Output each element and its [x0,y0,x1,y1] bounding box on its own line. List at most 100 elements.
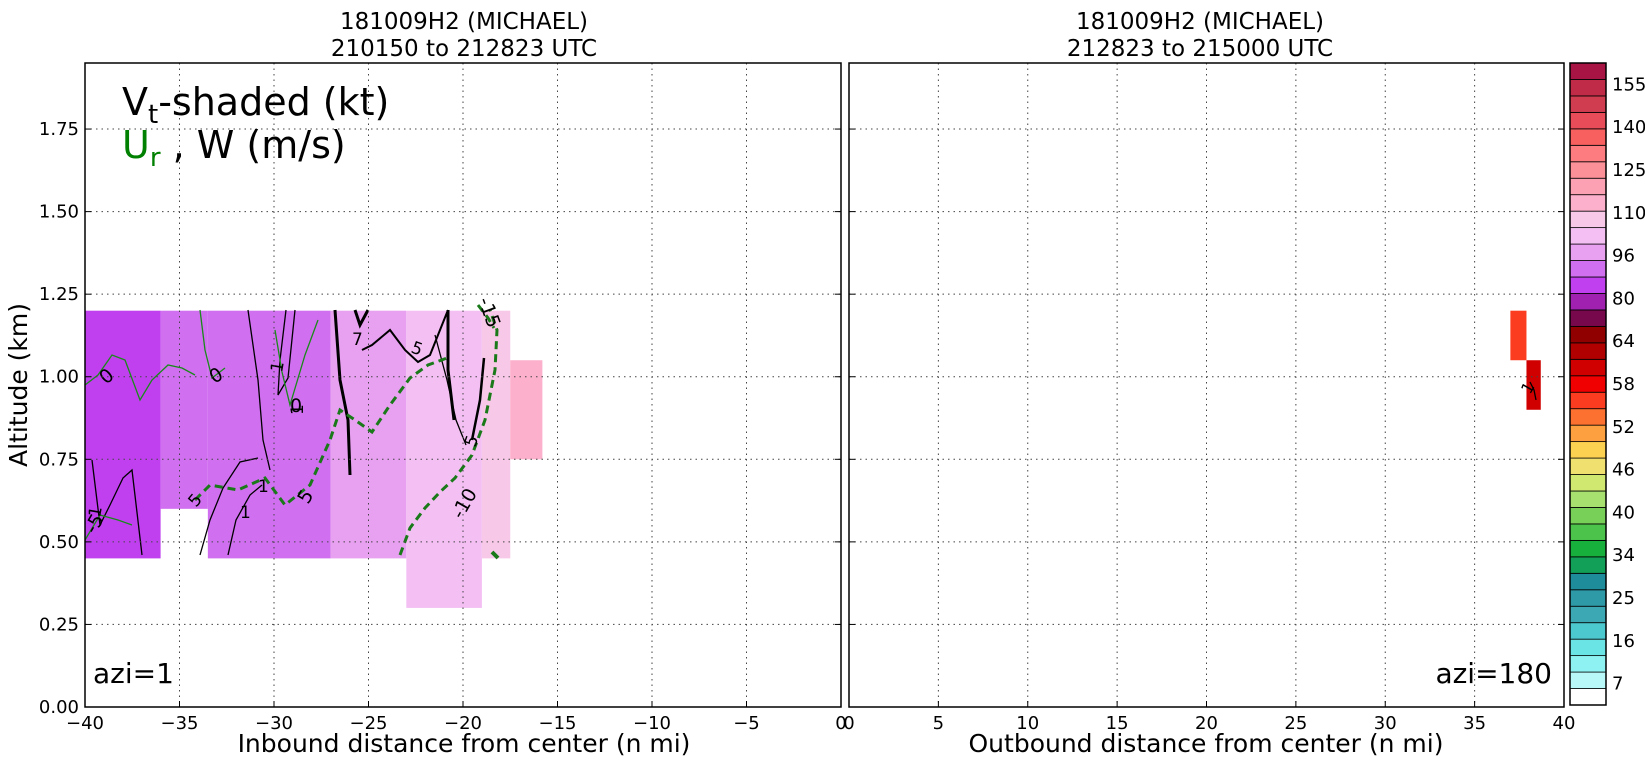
colorbar-bin [1569,539,1607,558]
right-x-axis-label: Outbound distance from center (n mi) [969,729,1444,758]
ur-contour-dashed [490,550,500,560]
x-tick-label: 0 [843,713,854,734]
colorbar-tick-label: 125 [1612,160,1645,181]
colorbar-tick-label: 16 [1612,631,1635,652]
colorbar-tick-label: 25 [1612,588,1635,609]
colorbar-bin [1569,293,1607,311]
contour-label: 1 [85,505,107,519]
left-x-ticks: −40 −35 −30 −25 −20 −15 −10 −5 0 [66,701,847,734]
left-title-line2: 210150 to 212823 UTC [331,36,597,62]
contour-label: 1 [258,477,269,497]
colorbar-bin [1569,79,1607,97]
x-tick-label: 5 [933,713,944,734]
x-tick-label: 25 [1284,713,1307,734]
x-tick-label: −5 [733,713,760,734]
shaded-cell [481,310,511,559]
colorbar-bin [1569,391,1607,410]
shaded-cell [160,310,208,509]
colorbar-bin [1569,128,1607,146]
contour-label: 0 [290,395,302,417]
left-shaded-cells [85,310,543,608]
colorbar-bin [1569,523,1607,541]
ur-contour [84,514,133,541]
colorbar-bin [1569,194,1607,212]
colorbar-bin [1569,638,1607,657]
x-tick-label: −35 [161,713,199,734]
w-contour-thick [333,309,352,476]
w-contour [1529,381,1537,401]
left-y-axis-label: Altitude (km) [4,303,33,467]
colorbar-bin [1569,161,1607,179]
shaded-cell [510,360,543,460]
colorbar-bin [1569,507,1607,525]
colorbar [1569,62,1607,706]
left-title-line1: 181009H2 (MICHAEL) [340,9,588,35]
colorbar-bin [1569,490,1607,508]
shaded-cell [274,310,331,559]
y-tick-label: 1.50 [39,202,79,223]
x-tick-label: 10 [1016,713,1039,734]
colorbar-bin [1569,572,1607,591]
colorbar-tick-label: 96 [1612,246,1635,267]
ur-contour [274,319,319,408]
colorbar-bin [1569,144,1607,163]
colorbar-bin [1569,111,1607,130]
x-tick-label: −40 [66,713,104,734]
ur-contour-dashed [193,356,448,508]
y-tick-label: 1.25 [39,284,79,305]
x-tick-label: 35 [1463,713,1486,734]
colorbar-bin [1569,95,1607,113]
colorbar-bin [1569,358,1607,377]
colorbar-labels: 7 16 25 34 40 46 52 58 64 80 96 110 125 140 155 [1612,74,1645,694]
x-tick-label: −25 [350,713,388,734]
shaded-cell [1510,310,1527,361]
x-tick-label: −10 [633,713,671,734]
colorbar-tick-label: 155 [1612,74,1645,95]
contour-label: 1 [288,404,308,415]
x-tick-label: 20 [1195,713,1218,734]
y-tick-label: 0.25 [39,614,79,635]
right-plot-frame [848,62,1565,708]
x-tick-label: −20 [444,713,482,734]
colorbar-bin [1569,655,1607,673]
w-contour-thick [446,310,456,421]
colorbar-bin [1569,210,1607,229]
x-tick-label: 15 [1106,713,1129,734]
x-tick-label: 40 [1553,713,1576,734]
ur-contour-dashed [476,304,496,329]
colorbar-tick-label: 80 [1612,288,1635,309]
colorbar-bin [1569,243,1607,261]
colorbar-bin [1569,276,1607,294]
y-tick-label: 1.00 [39,367,79,388]
right-grid [848,63,1565,708]
shaded-cell [1526,360,1541,410]
shaded-cell [330,310,407,559]
x-tick-label: 0 [835,713,846,734]
colorbar-bin [1569,671,1607,689]
x-tick-label: 30 [1374,713,1397,734]
left-panel: 181009H2 (MICHAEL) 210150 to 212823 UTC [4,9,847,758]
contour-label: 7 [352,330,363,350]
colorbar-bin [1569,688,1607,706]
w-contour [227,484,263,556]
y-tick-label: 0.75 [39,449,79,470]
colorbar-bin [1569,408,1607,426]
left-y-ticks: 0.00 0.25 0.50 0.75 1.00 1.25 1.50 1.75 [39,119,841,718]
right-y-ticks [849,128,1564,708]
y-tick-label: 0.00 [39,697,79,718]
w-contour [247,309,271,471]
ur-contour [199,309,226,380]
colorbar-tick-label: 40 [1612,502,1635,523]
colorbar-frame [1569,62,1607,706]
colorbar-tick-label: 58 [1612,374,1635,395]
right-x-ticks: 0 5 10 15 20 25 30 35 40 [843,701,1575,734]
w-contour-thick [353,309,370,329]
colorbar-bin [1569,441,1607,459]
y-tick-label: 1.75 [39,119,79,140]
colorbar-tick-label: 46 [1612,460,1635,481]
right-title-line1: 181009H2 (MICHAEL) [1076,9,1324,35]
colorbar-bin [1569,309,1607,327]
right-title-line2: 212823 to 215000 UTC [1067,36,1333,62]
x-tick-label: −15 [539,713,577,734]
colorbar-bin [1569,260,1607,278]
